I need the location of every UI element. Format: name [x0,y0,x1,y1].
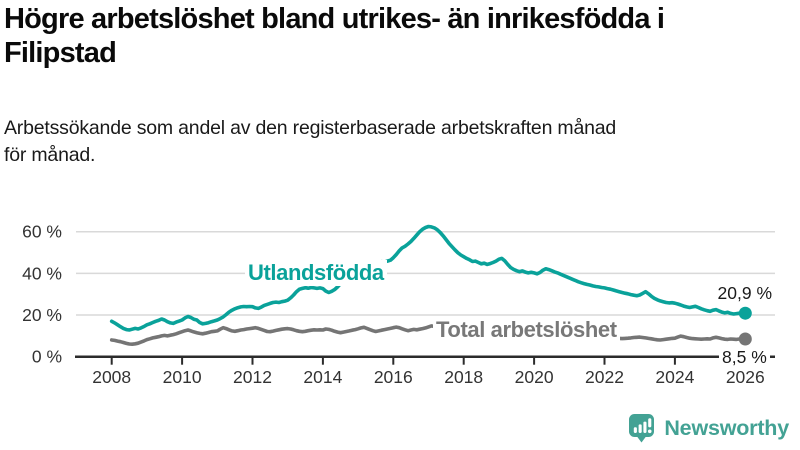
y-axis-tick-label: 0 % [32,347,62,367]
chart-subtitle: Arbetssökande som andel av den registerb… [4,115,796,170]
series-line-1 [109,324,748,347]
x-axis-tick-label: 2010 [163,367,202,387]
x-axis-tick-label: 2022 [585,367,624,387]
x-axis-tick-label: 2024 [655,367,694,387]
x-axis-tick-label: 2018 [444,367,483,387]
series-end-dot-1 [738,332,752,346]
y-axis-tick-label: 60 % [22,222,62,242]
series-label-utlandsfodda: Utlandsfödda [245,260,387,287]
bar-chart-speech-bubble-icon [629,414,655,443]
series-line-0 [109,224,748,332]
end-value-label-total-arbetsloshet: 8,5 % [719,347,770,368]
logo-text: Newsworthy [664,415,789,440]
page-title-line1: Högre arbetslöshet bland utrikes- än inr… [4,3,665,35]
x-axis-tick-label: 2014 [303,367,342,387]
end-value-label-utlandsfodda: 20,9 % [717,283,772,303]
x-axis-tick-label: 2020 [515,367,554,387]
page-title: Högre arbetslöshet bland utrikes- än inr… [4,3,796,71]
newsworthy-logo: Newsworthy [628,413,789,443]
y-axis-tick-label: 20 % [22,305,62,325]
y-axis-tick-label: 40 % [22,263,62,283]
x-axis-tick-label: 2026 [726,367,765,387]
x-axis-tick-label: 2012 [233,367,272,387]
page-title-line2: Filipstad [4,36,117,69]
x-axis-tick-label: 2016 [374,367,413,387]
series-label-total-arbetsloshet: Total arbetslöshet [433,317,620,344]
chart-subtitle-line1: Arbetssökande som andel av den registerb… [4,117,617,139]
series-end-dot-0 [738,306,752,320]
x-axis-tick-label: 2008 [92,367,131,387]
chart-subtitle-line2: för månad. [4,144,96,167]
